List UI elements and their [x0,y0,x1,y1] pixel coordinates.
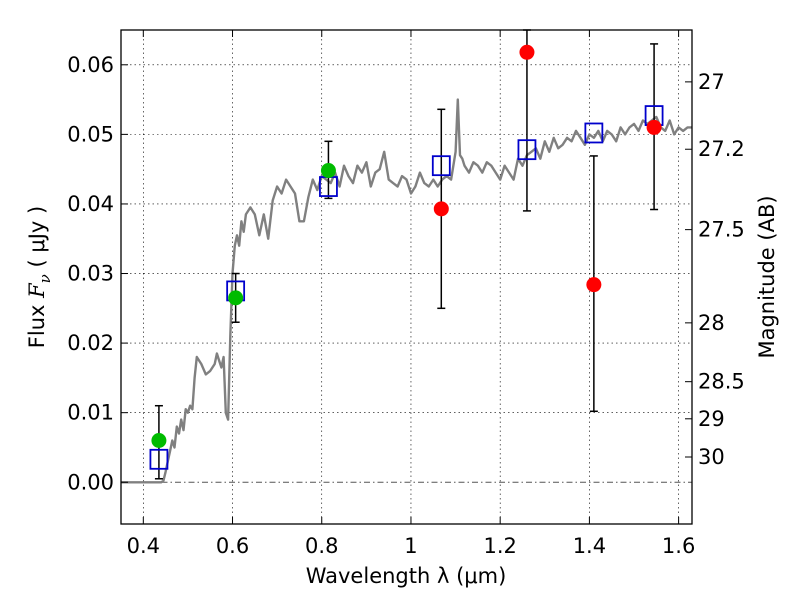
y-axis-label: Flux Fν ( μJy ) [25,206,54,348]
x-tick-label: 1.2 [483,534,516,558]
detection-point [151,433,167,449]
model-photometry-square [517,139,537,161]
y2-tick-label: 30 [698,445,725,469]
y2-tick-label: 28 [698,311,725,335]
low-snr-point [586,277,602,293]
plot-background [121,30,692,524]
y-axis-label-subscript: ν [36,274,54,283]
x-tick-label: 1.4 [573,534,606,558]
model-photometry-square [584,122,604,144]
model-sed-series [121,98,692,484]
axis-ticks [121,30,692,524]
model-photometry-square [149,448,169,470]
x-tick-label: 1 [404,534,417,558]
y2-tick-labels: 27 27.2 27.5 28 28.5 29 30 [698,70,745,469]
y-tick-label: 0.02 [67,331,114,355]
y-tick-labels: 0.00 0.01 0.02 0.03 0.04 0.05 0.06 [67,53,114,494]
x-tick-label: 0.4 [127,534,160,558]
y2-tick-label: 27.5 [698,218,745,242]
x-tick-label: 1.6 [662,534,695,558]
model-sed-line [121,98,692,484]
low-snr-point [646,119,662,135]
y-tick-label: 0.00 [67,470,114,494]
y2-tick-label: 28.5 [698,370,745,394]
x-tick-labels: 0.4 0.6 0.8 1 1.2 1.4 1.6 [127,534,696,558]
detection-point [320,163,336,179]
x-tick-label: 0.6 [216,534,249,558]
y-axis-label-prefix: Flux [25,298,49,348]
low-snr-point [519,44,535,60]
y-tick-label: 0.03 [67,262,114,286]
plot-frame [120,29,693,525]
x-tick-label: 0.8 [305,534,338,558]
detection-point [228,290,244,306]
y-tick-label: 0.05 [67,122,114,146]
y2-tick-label: 27 [698,70,725,94]
model-photometry-square [431,155,451,177]
y2-tick-label: 29 [698,407,725,431]
y2-axis-label: Magnitude (AB) [755,195,779,358]
low-snr-point [433,201,449,217]
y-tick-label: 0.01 [67,401,114,425]
x-axis-label: Wavelength λ (μm) [306,564,507,588]
measured-photometry-series [151,44,662,449]
y-axis-label-symbol: F [25,282,49,299]
y-tick-label: 0.04 [67,192,114,216]
y-axis-label-unit: ( μJy ) [25,206,49,274]
y-tick-label: 0.06 [67,53,114,77]
y2-tick-label: 27.2 [698,137,745,161]
